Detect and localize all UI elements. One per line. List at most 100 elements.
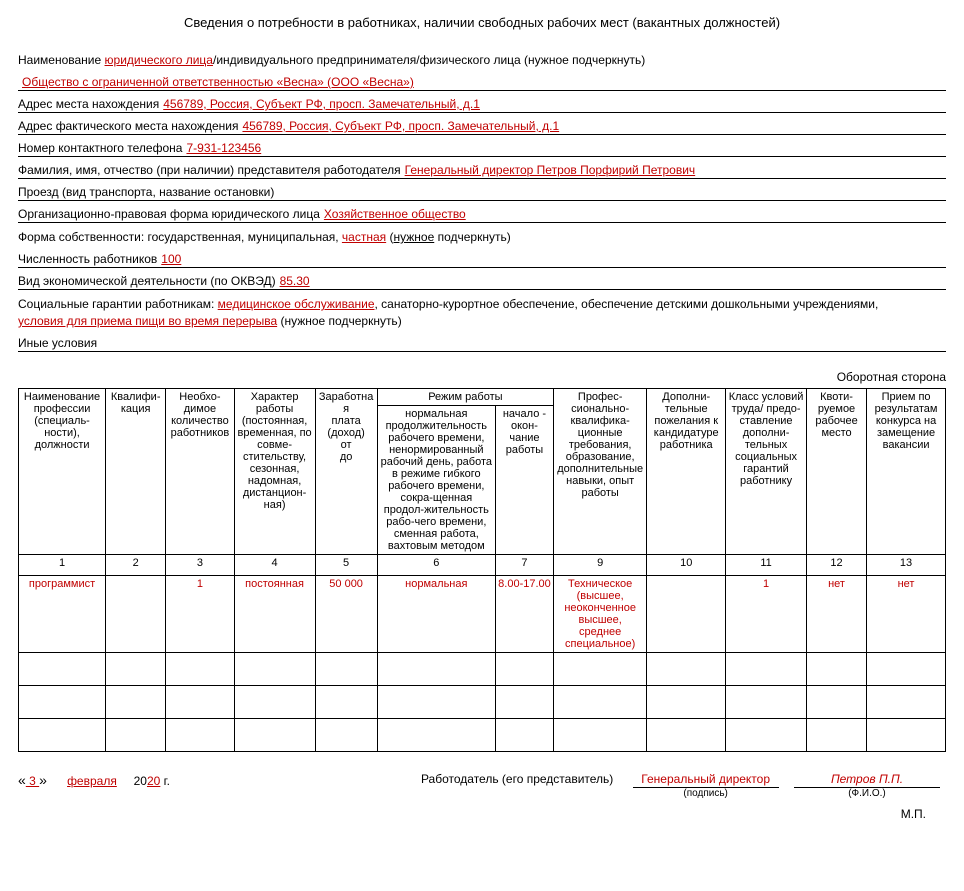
field-phone: Номер контактного телефона 7-931-123456 <box>18 141 946 157</box>
num-cell: 2 <box>106 555 166 576</box>
month: февраля <box>57 774 127 788</box>
sig-value: Генеральный директор <box>633 772 779 788</box>
cell: 1 <box>726 576 807 653</box>
table-row <box>19 719 946 752</box>
date: « 3 » февраля 2020 г. <box>18 772 170 788</box>
col-4: Характер работы (постоянная, временная, … <box>234 389 315 555</box>
value: 7-931-123456 <box>186 141 261 155</box>
cell: нет <box>806 576 866 653</box>
col-6-top: Режим работы <box>377 389 553 406</box>
field-okved: Вид экономической деятельности (по ОКВЭД… <box>18 274 946 290</box>
label: Иные условия <box>18 336 97 350</box>
num-cell: 6 <box>377 555 495 576</box>
col-12: Квоти-руемое рабочее место <box>806 389 866 555</box>
sig-value: Петров П.П. <box>794 772 940 788</box>
cell: программист <box>19 576 106 653</box>
table-row <box>19 686 946 719</box>
num-cell: 1 <box>19 555 106 576</box>
col-5: Заработнаяплата(доход)отдо <box>315 389 377 555</box>
col-6b: начало - окон-чание работы <box>495 406 553 555</box>
num-cell: 3 <box>166 555 234 576</box>
label: (нужное подчеркнуть) <box>277 314 402 328</box>
day: 3 <box>26 774 39 788</box>
sig-caption: (подпись) <box>633 788 779 799</box>
col-11: Класс условий труда/ предо-ставление доп… <box>726 389 807 555</box>
value-red: юридического лица <box>105 53 213 67</box>
table-number-row: 1 2 3 4 5 6 7 9 10 11 12 13 <box>19 555 946 576</box>
employer-label: Работодатель (его представитель) <box>421 772 613 786</box>
field-social: Социальные гарантии работникам: медицинс… <box>18 296 946 330</box>
label: Номер контактного телефона <box>18 141 182 155</box>
cell: нормальная <box>377 576 495 653</box>
num-cell: 9 <box>554 555 647 576</box>
cell: нет <box>867 576 946 653</box>
vacancies-table: Наименование профессии (специаль-ности),… <box>18 388 946 752</box>
label: подчеркнуть) <box>434 230 510 244</box>
cell: Техническое (высшее, неоконченное высшее… <box>554 576 647 653</box>
cell <box>647 576 726 653</box>
field-address: Адрес места нахождения 456789, Россия, С… <box>18 97 946 113</box>
num-cell: 4 <box>234 555 315 576</box>
field-transport: Проезд (вид транспорта, название останов… <box>18 185 946 201</box>
signature-area: Работодатель (его представитель) Генерал… <box>421 772 946 799</box>
field-representative: Фамилия, имя, отчество (при наличии) пре… <box>18 163 946 179</box>
label: Фамилия, имя, отчество (при наличии) пре… <box>18 163 401 177</box>
col-13: Прием по результатам конкурса на замещен… <box>867 389 946 555</box>
label: /индивидуального предпринимателя/физичес… <box>213 53 645 67</box>
cell: 8.00-17.00 <box>495 576 553 653</box>
num-cell: 7 <box>495 555 553 576</box>
num-cell: 5 <box>315 555 377 576</box>
label: Организационно-правовая форма юридическо… <box>18 207 320 221</box>
g: г. <box>160 774 170 788</box>
value: 456789, Россия, Субъект РФ, просп. Замеч… <box>163 97 480 111</box>
value: Генеральный директор Петров Порфирий Пет… <box>405 163 696 177</box>
field-actual-address: Адрес фактического места нахождения 4567… <box>18 119 946 135</box>
sig-caption: (Ф.И.О.) <box>794 788 940 799</box>
footer: « 3 » февраля 2020 г. Работодатель (его … <box>18 772 946 799</box>
table-row: программист 1 постоянная 50 000 нормальн… <box>19 576 946 653</box>
field-ownership: Форма собственности: государственная, му… <box>18 229 946 246</box>
num-cell: 11 <box>726 555 807 576</box>
col-1: Наименование профессии (специаль-ности),… <box>19 389 106 555</box>
label: Адрес фактического места нахождения <box>18 119 238 133</box>
value: Общество с ограниченной ответственностью… <box>22 75 414 89</box>
yy: 20 <box>147 774 160 788</box>
label: Наименование <box>18 53 105 67</box>
y20: 20 <box>134 774 147 788</box>
value-red: медицинское обслуживание <box>218 297 375 311</box>
num-cell: 10 <box>647 555 726 576</box>
quote: « <box>18 772 26 788</box>
col-10: Дополни-тельные пожелания к кандидатуре … <box>647 389 726 555</box>
label: Социальные гарантии работникам: <box>18 297 218 311</box>
field-legal-form: Организационно-правовая форма юридическо… <box>18 207 946 223</box>
value-red: частная <box>342 230 386 244</box>
col-2: Квалифи-кация <box>106 389 166 555</box>
mp-stamp: М.П. <box>18 807 946 821</box>
value-red: условия для приема пищи во время перерыв… <box>18 314 277 328</box>
col-3: Необхо-димое количество работников <box>166 389 234 555</box>
label: Форма собственности: государственная, му… <box>18 230 342 244</box>
value: 85.30 <box>280 274 310 288</box>
num-cell: 13 <box>867 555 946 576</box>
table-row <box>19 653 946 686</box>
label: Проезд (вид транспорта, название останов… <box>18 185 274 199</box>
label: Адрес места нахождения <box>18 97 159 111</box>
col-6a: нормальная продолжительность рабочего вр… <box>377 406 495 555</box>
reverse-side-note: Оборотная сторона <box>18 370 946 384</box>
signature-2: Петров П.П. (Ф.И.О.) <box>794 772 940 799</box>
value: 456789, Россия, Субъект РФ, просп. Замеч… <box>242 119 559 133</box>
quote: » <box>39 772 47 788</box>
cell: 50 000 <box>315 576 377 653</box>
value: Хозяйственное общество <box>324 207 466 221</box>
field-other: Иные условия <box>18 336 946 352</box>
num-cell: 12 <box>806 555 866 576</box>
value: 100 <box>161 252 181 266</box>
document-title: Сведения о потребности в работниках, нал… <box>18 15 946 30</box>
label: , санаторно-курортное обеспечение, обесп… <box>375 297 879 311</box>
col-9: Профес-сионально-квалифика-ционные требо… <box>554 389 647 555</box>
label-u: нужное <box>393 230 434 244</box>
field-name: Наименование юридического лица/индивидуа… <box>18 52 946 69</box>
field-name-value: Общество с ограниченной ответственностью… <box>18 75 946 91</box>
label: Вид экономической деятельности (по ОКВЭД… <box>18 274 276 288</box>
signature-1: Генеральный директор (подпись) <box>633 772 779 799</box>
